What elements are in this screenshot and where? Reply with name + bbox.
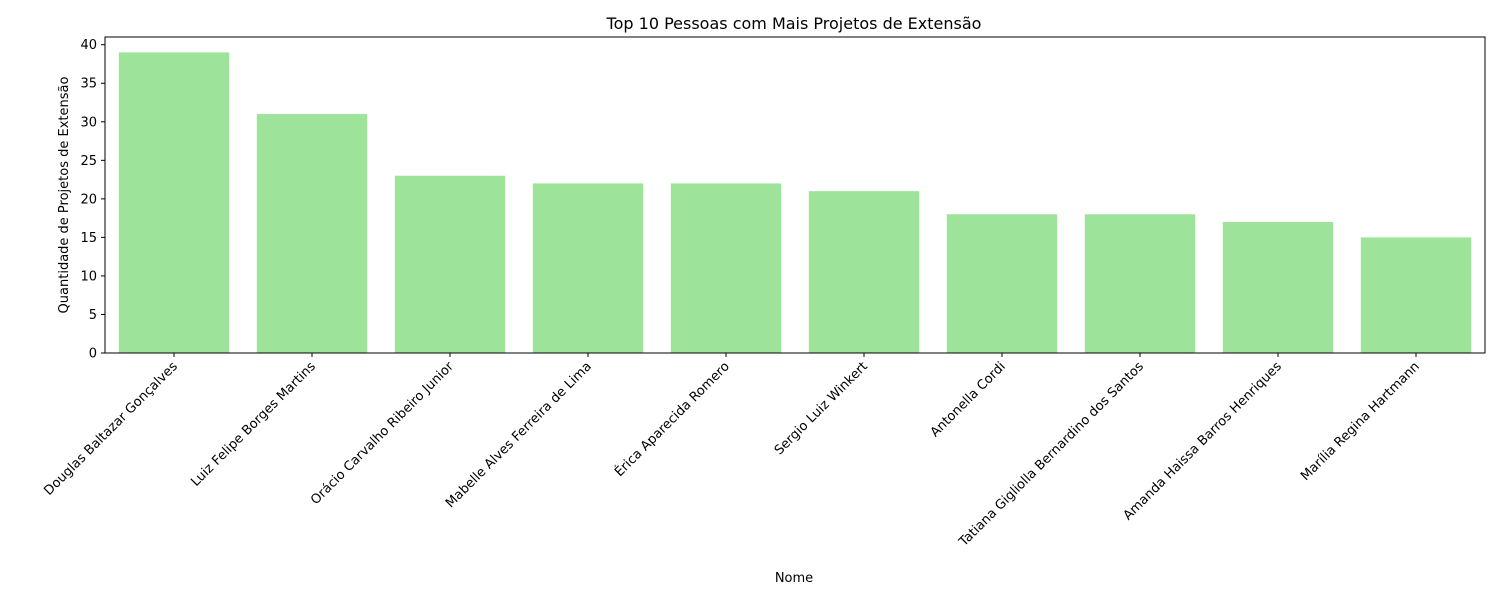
x-tick-label: Marília Regina Hartmann [1298,359,1423,484]
chart-title: Top 10 Pessoas com Mais Projetos de Exte… [606,14,982,33]
bar [1084,214,1196,353]
x-tick-label: Luiz Felipe Borges Martins [188,359,319,490]
x-tick-label: Orácio Carvalho Ribeiro Junior [308,359,457,508]
y-tick-label: 40 [80,38,97,53]
y-tick-label: 15 [80,231,97,246]
y-tick-label: 0 [89,347,97,362]
y-tick-label: 5 [89,308,97,323]
y-tick-label: 10 [80,269,97,284]
x-tick-label: Douglas Baltazar Gonçalves [41,359,181,499]
x-axis-label: Nome [775,571,813,586]
y-axis-label: Quantidade de Projetos de Extensão [57,77,72,314]
axes-frame [104,36,1486,354]
plot-area: 0 5 10 15 20 25 30 35 40 Douglas Baltazar Gonçalv… [41,36,1486,550]
x-tick-label: Mabelle Alves Ferreira de Lima [443,359,595,511]
x-tick-label: Érica Aparecida Romero [611,358,732,479]
bar [532,183,644,353]
bar [670,183,782,353]
y-tick-label: 20 [80,192,97,207]
bar [118,52,230,353]
y-tick-label: 30 [80,115,97,130]
x-tick-label: Amanda Haissa Barros Henriques [1121,359,1285,523]
bar [1222,221,1334,353]
bar [256,114,368,353]
bar [394,175,506,353]
y-tick-label: 25 [80,154,97,169]
x-tick-label: Sergio Luiz Winkert [772,359,871,458]
x-tick-label: Antonella Cordi [928,359,1009,440]
y-tick-label: 35 [80,77,97,92]
bar [1360,237,1472,353]
bar [946,214,1058,353]
bar [808,191,920,353]
